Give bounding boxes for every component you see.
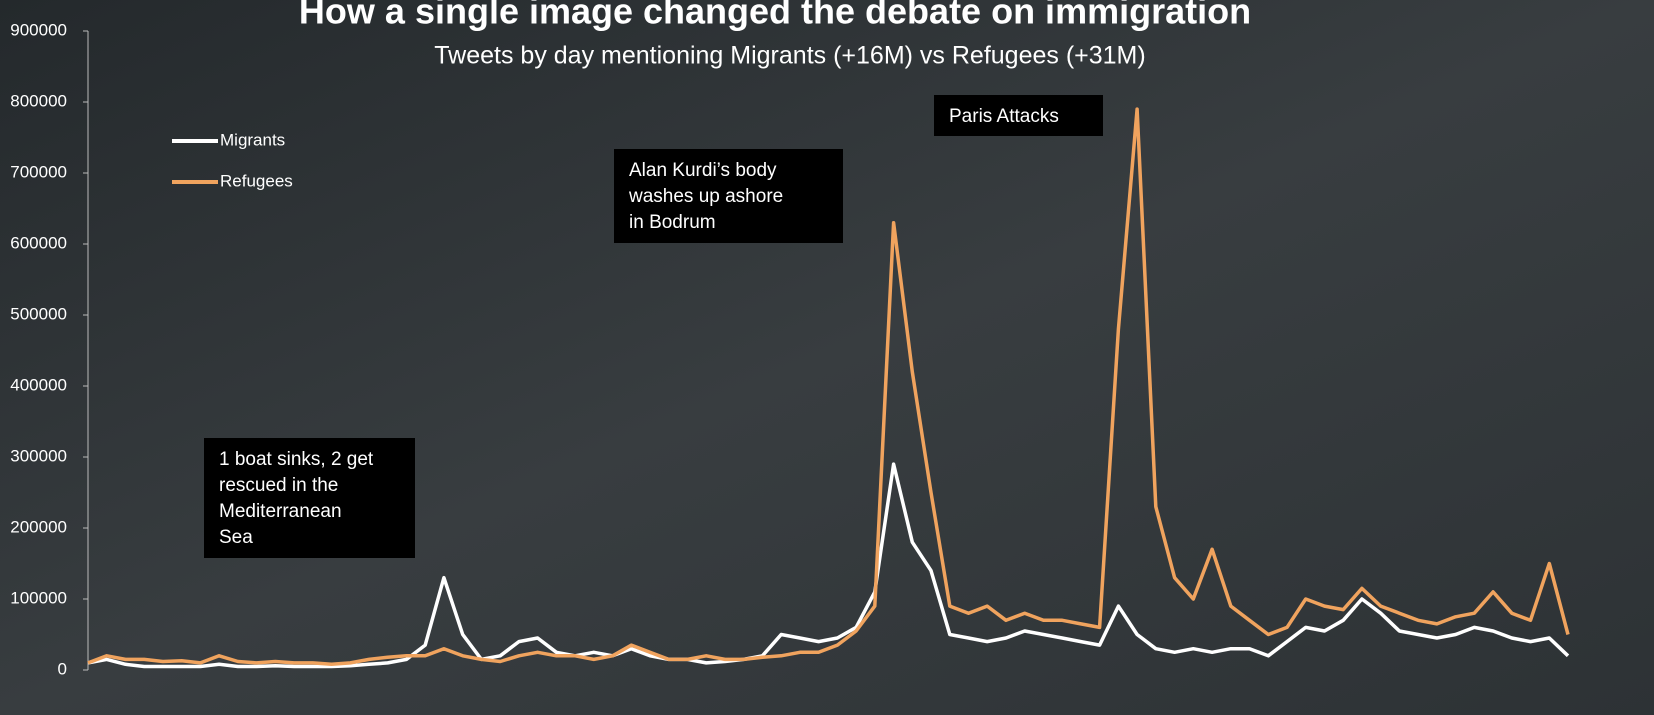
line-series bbox=[87, 107, 1570, 667]
y-tick-label: 100000 bbox=[10, 588, 67, 607]
y-tick-label: 0 bbox=[58, 659, 67, 678]
y-tick-label: 900000 bbox=[10, 20, 67, 39]
annotation-box bbox=[614, 149, 843, 243]
legend-label: Migrants bbox=[220, 130, 285, 149]
chart-subtitle: Tweets by day mentioning Migrants (+16M)… bbox=[434, 42, 1145, 70]
chart-title: How a single image changed the debate on… bbox=[299, 0, 1251, 32]
annotation-text: Paris Attacks bbox=[949, 106, 1059, 127]
annotation-text: Alan Kurdi’s body bbox=[629, 160, 777, 181]
y-tick-label: 200000 bbox=[10, 517, 67, 536]
y-tick-label: 800000 bbox=[10, 91, 67, 110]
annotation-text: Sea bbox=[219, 527, 253, 548]
annotation-box bbox=[934, 95, 1103, 136]
annotation-text: Mediterranean bbox=[219, 501, 342, 522]
y-tick-label: 300000 bbox=[10, 446, 67, 465]
annotation-text: in Bodrum bbox=[629, 212, 716, 233]
y-tick-label: 700000 bbox=[10, 162, 67, 181]
annotation-text: rescued in the bbox=[219, 475, 338, 496]
line-series bbox=[87, 462, 1570, 669]
annotation-box bbox=[204, 438, 415, 558]
annotation-text: washes up ashore bbox=[628, 186, 783, 207]
y-tick-label: 500000 bbox=[10, 304, 67, 323]
y-tick-label: 400000 bbox=[10, 375, 67, 394]
annotation-text: 1 boat sinks, 2 get bbox=[219, 449, 374, 470]
legend-label: Refugees bbox=[220, 171, 293, 190]
y-tick-label: 600000 bbox=[10, 233, 67, 252]
